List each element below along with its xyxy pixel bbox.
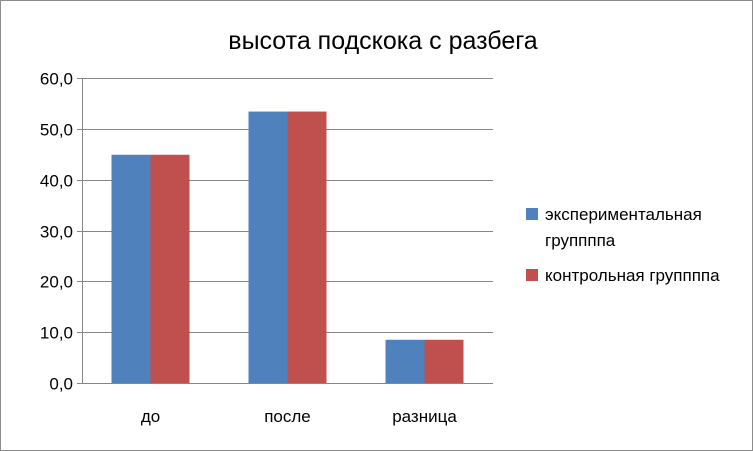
y-axis: 0,0 10,0 20,0 30,0 40,0 50,0 60,0 [40,70,83,394]
legend-swatch [526,269,538,281]
bars [111,111,464,384]
y-tick-label: 30,0 [40,223,73,242]
legend-label: экспериментальная группппа [545,205,702,250]
legend-label: контрольная группппа [545,266,720,285]
x-axis-labels: до после разница [141,407,458,426]
bar [150,154,190,383]
y-tick-label: 20,0 [40,273,73,292]
y-tick-label: 10,0 [40,324,73,343]
bar [385,339,425,383]
legend-label-line: экспериментальная [545,205,702,224]
y-tick-label: 50,0 [40,121,73,140]
chart-title: высота подскока с разбега [228,27,538,55]
x-tick-label: разница [392,407,457,426]
bar [424,339,464,383]
x-tick-label: до [141,407,160,426]
x-tick-label: после [264,407,311,426]
legend-label-line: группппа [545,231,616,250]
y-tick-label: 0,0 [49,375,73,394]
legend-label-line: контрольная группппа [545,266,720,285]
bar [111,154,151,383]
legend: экспериментальная группппа контрольная гру… [526,205,720,285]
y-tick-label: 40,0 [40,172,73,191]
y-tick-label: 60,0 [40,70,73,89]
bar [287,111,327,384]
bar [248,111,288,384]
legend-swatch [526,208,538,220]
